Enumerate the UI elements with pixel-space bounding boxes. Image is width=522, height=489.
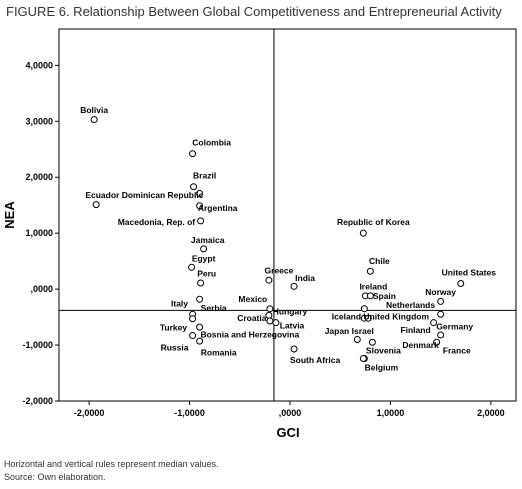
point-label: Finland: [400, 325, 430, 335]
data-point: [364, 314, 372, 322]
point-label: Peru: [197, 268, 216, 278]
note-source: Source: Own elaboration.: [4, 472, 106, 482]
data-point: [290, 282, 298, 290]
x-tick-label: ,0000: [279, 408, 302, 418]
data-point: [366, 292, 374, 300]
point-label: Jamaica: [191, 235, 225, 245]
data-point: [266, 317, 274, 325]
data-point: [266, 305, 274, 313]
y-tick-label: 1,0000: [25, 228, 53, 238]
data-point: [437, 310, 445, 318]
point-label: Croatia: [237, 313, 267, 323]
point-label: South Africa: [290, 355, 340, 365]
point-label: Denmark: [402, 340, 439, 350]
median-rules: [59, 29, 516, 401]
x-tick-label: -2,0000: [74, 408, 105, 418]
point-label: Hungary: [273, 306, 308, 316]
y-axis-title: NEA: [2, 201, 17, 229]
point-label: Japan Israel: [325, 326, 374, 336]
data-point: [457, 280, 465, 288]
point-label: Iceland United Kingdom: [332, 312, 430, 322]
data-point: [90, 116, 98, 124]
data-point: [359, 229, 367, 237]
point-label: Macedonia, Rep. of: [118, 217, 196, 227]
point-label: Norway: [425, 287, 456, 297]
data-point: [189, 332, 197, 340]
point-label: Serbia: [201, 303, 227, 313]
point-label: Mexico: [238, 294, 267, 304]
data-point: [437, 331, 445, 339]
point-label: Greece: [265, 266, 294, 276]
point-label: Romania: [201, 347, 237, 357]
point-label: Netherlands: [386, 300, 435, 310]
plot-area-frame: [58, 28, 517, 402]
data-point: [189, 150, 197, 158]
point-label: Turkey: [160, 323, 188, 333]
data-point: [359, 354, 367, 362]
point-label: Brazil: [193, 171, 216, 181]
x-tick-label: 2,0000: [477, 408, 505, 418]
y-tick-label: 3,0000: [25, 116, 53, 126]
x-axis: -2,0000 -1,0000 ,0000 1,0000 2,0000: [74, 401, 505, 418]
point-label: Russia: [161, 342, 189, 352]
x-tick-label: -1,0000: [174, 408, 205, 418]
data-point: [197, 279, 205, 287]
data-point: [272, 319, 280, 327]
data-points: [90, 116, 465, 362]
figure-title: FIGURE 6. Relationship Between Global Co…: [6, 4, 502, 19]
y-tick-label: 4,0000: [25, 60, 53, 70]
point-labels: Bolivia Colombia Brazil Ecuador Dominican R…: [80, 105, 496, 372]
data-point: [189, 315, 197, 323]
point-label: Ecuador Dominican Republic: [85, 190, 203, 200]
data-point: [353, 335, 361, 343]
y-axis: -2,0000 -1,0000 ,0000 1,0000 2,0000 3,0000 4,0…: [22, 60, 59, 406]
point-label: France: [443, 346, 471, 356]
point-label: Germany: [436, 322, 473, 332]
data-point: [92, 201, 100, 209]
data-point: [188, 263, 196, 271]
data-point: [190, 183, 198, 191]
data-point: [196, 295, 204, 303]
point-label: Latvia: [280, 320, 305, 330]
y-tick-label: 2,0000: [25, 172, 53, 182]
data-point: [360, 305, 368, 313]
point-label: Ireland: [359, 281, 387, 291]
data-point: [366, 267, 374, 275]
point-label: United States: [442, 267, 497, 277]
x-axis-title: GCI: [276, 425, 299, 440]
data-point: [196, 337, 204, 345]
point-label: India: [295, 273, 315, 283]
data-point: [290, 345, 298, 353]
y-tick-label: -2,0000: [22, 396, 53, 406]
data-point: [196, 323, 204, 331]
point-label: Italy: [171, 299, 188, 309]
point-label: Republic of Korea: [337, 217, 410, 227]
point-label: Argentina: [198, 203, 238, 213]
x-tick-label: 1,0000: [377, 408, 405, 418]
data-point: [265, 276, 273, 284]
point-label: Belgium: [365, 362, 399, 372]
data-point: [200, 245, 208, 253]
data-point: [437, 297, 445, 305]
y-tick-label: -1,0000: [22, 340, 53, 350]
data-point: [265, 311, 273, 319]
point-label: Spain: [373, 291, 396, 301]
data-point: [433, 338, 441, 346]
point-label: Bolivia: [80, 105, 108, 115]
point-label: Bosnia and Herzegovina: [200, 329, 299, 339]
data-point: [197, 217, 205, 225]
data-point: [368, 338, 376, 346]
y-tick-label: ,0000: [30, 284, 53, 294]
point-label: Slovenia: [366, 346, 401, 356]
data-point: [430, 319, 438, 327]
point-label: Colombia: [192, 138, 231, 148]
point-label: Chile: [369, 256, 390, 266]
note-median-rules: Horizontal and vertical rules represent …: [4, 459, 219, 469]
data-point: [196, 189, 204, 197]
point-label: Egypt: [192, 253, 216, 263]
data-point: [196, 202, 204, 210]
